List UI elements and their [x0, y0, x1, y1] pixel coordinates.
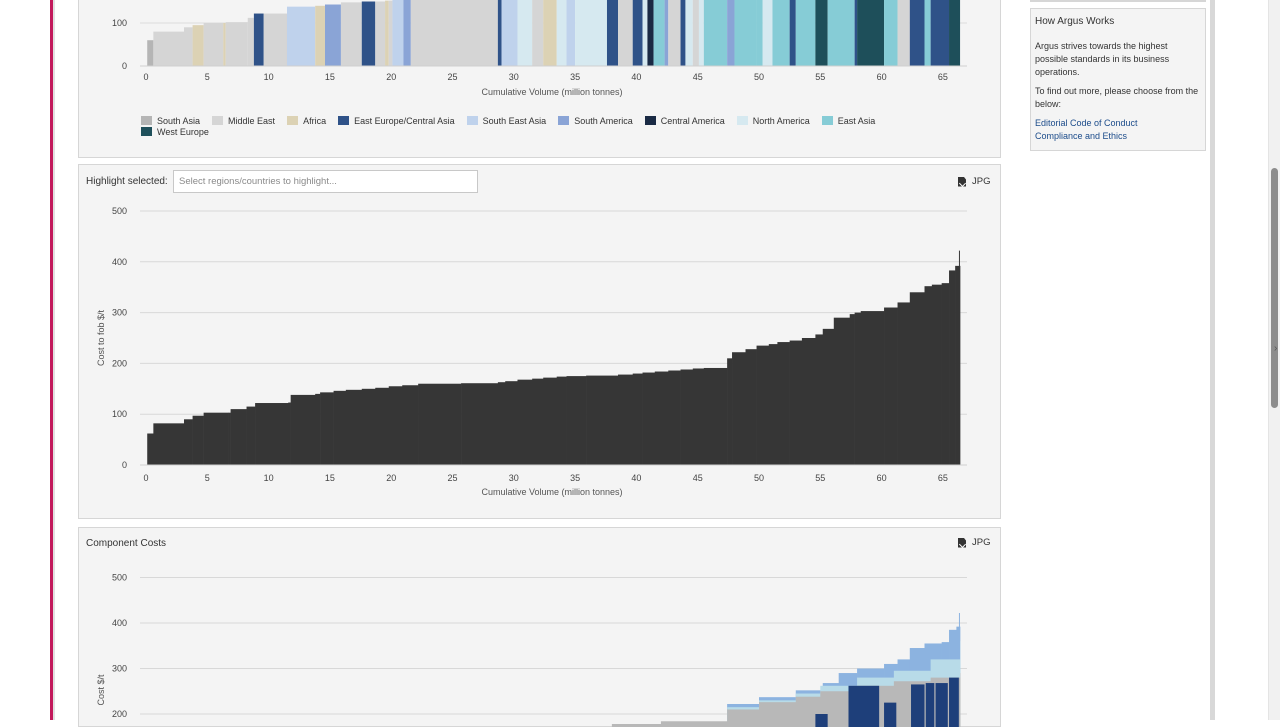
component-block	[936, 683, 948, 727]
component-bar	[759, 702, 796, 727]
component-block	[815, 714, 827, 727]
y-tick-label: 200	[112, 709, 127, 719]
y-tick-label: 500	[112, 573, 127, 583]
sidebar-paragraph-1: Argus strives towards the highest possib…	[1035, 40, 1201, 79]
y-tick-label: 300	[112, 664, 127, 674]
editorial-code-link[interactable]: Editorial Code of Conduct	[1035, 117, 1201, 130]
component-block	[848, 686, 879, 727]
y-tick-label: 400	[112, 618, 127, 628]
sidebar-top-rule	[1030, 0, 1206, 2]
component-block	[911, 684, 924, 727]
component-bar	[727, 709, 759, 727]
sidebar-title: How Argus Works	[1035, 15, 1201, 28]
component-block	[884, 703, 896, 727]
component-block	[926, 683, 935, 727]
sidebar-paragraph-2: To find out more, please choose from the…	[1035, 85, 1201, 111]
y-axis-title: Cost $/t	[96, 674, 106, 706]
component-bar	[661, 721, 728, 727]
compliance-ethics-link[interactable]: Compliance and Ethics	[1035, 130, 1201, 143]
how-argus-works-box: How Argus Works Argus strives towards th…	[1030, 8, 1206, 151]
